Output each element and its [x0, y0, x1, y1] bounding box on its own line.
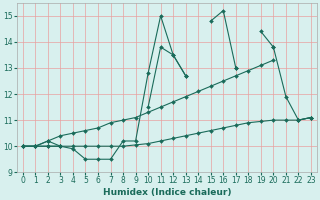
X-axis label: Humidex (Indice chaleur): Humidex (Indice chaleur) — [103, 188, 231, 197]
